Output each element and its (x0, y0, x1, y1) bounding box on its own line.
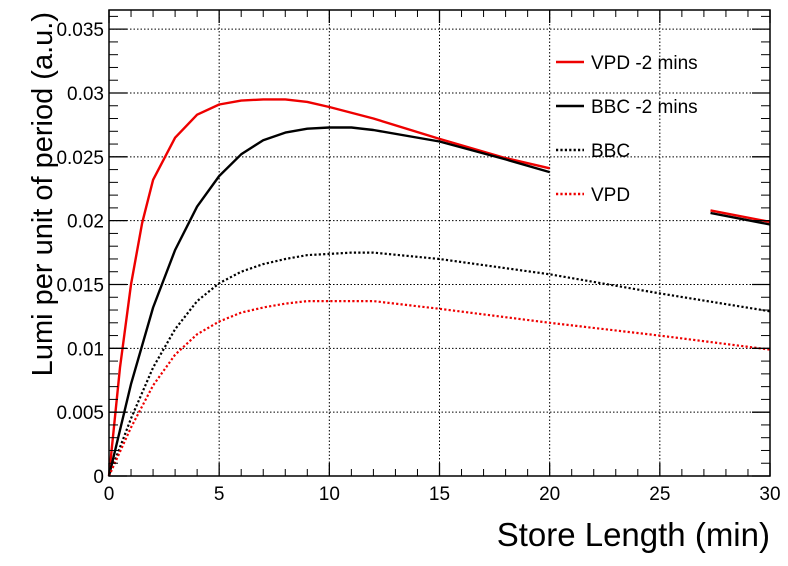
series-line-bbc (107, 251, 771, 477)
grid-lines (109, 10, 770, 476)
y-tick-labels: 0 0.005 0.01 0.015 0.02 0.025 0.03 0.035 (56, 20, 104, 488)
legend-label: VPD (591, 185, 630, 206)
y-tick-label: 0.01 (67, 339, 104, 360)
series-line-vpd (107, 300, 771, 477)
y-tick-label: 0 (93, 467, 104, 488)
legend-label: VPD -2 mins (591, 53, 698, 74)
axis-ticks (108, 10, 771, 477)
legend-label: BBC -2 mins (591, 97, 698, 118)
y-axis-title: Lumi per unit of period (a.u.) (27, 12, 59, 376)
y-tick-label: 0.035 (56, 20, 104, 41)
x-tick-label: 0 (104, 484, 115, 505)
x-tick-label: 15 (429, 484, 450, 505)
y-tick-label: 0.025 (56, 148, 104, 169)
y-tick-label: 0.03 (67, 84, 104, 105)
x-tick-label: 20 (539, 484, 560, 505)
x-tick-label: 30 (759, 484, 780, 505)
x-tick-label: 25 (649, 484, 670, 505)
series-lines (107, 98, 771, 477)
y-tick-label: 0.005 (56, 403, 104, 424)
series-line-bbc-2-mins (107, 126, 771, 477)
x-tick-label: 10 (319, 484, 340, 505)
x-tick-label: 5 (214, 484, 225, 505)
legend: VPD -2 mins BBC -2 mins BBC VPD (556, 53, 698, 206)
x-axis-title: Store Length (min) (497, 516, 770, 553)
x-tick-labels: 0 5 10 15 20 25 30 (104, 484, 781, 505)
legend-label: BBC (591, 141, 630, 162)
y-tick-label: 0.015 (56, 275, 104, 296)
series-line-vpd-2-mins (107, 98, 771, 477)
y-tick-label: 0.02 (67, 212, 104, 233)
